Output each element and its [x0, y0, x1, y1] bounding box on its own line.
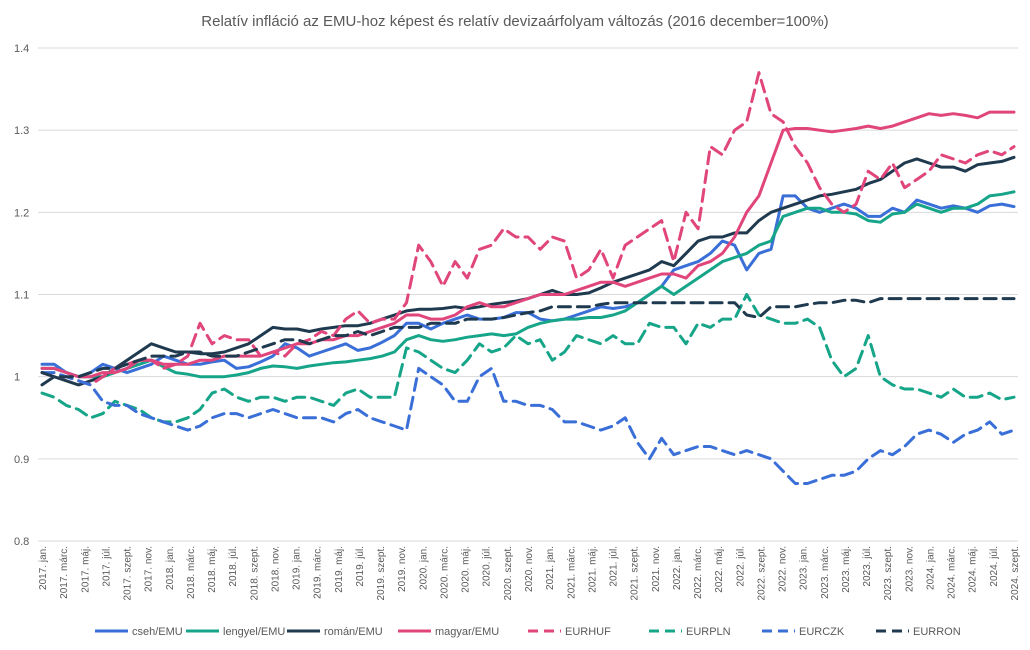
y-tick-label: 1.4 [14, 43, 29, 55]
legend-label: cseh/EMU [132, 626, 183, 638]
gridlines [38, 47, 1018, 542]
x-tick-label: 2020. máj. [461, 546, 472, 593]
series-lines [40, 71, 1016, 485]
x-tick-label: 2019. márc. [313, 546, 324, 599]
x-tick-label: 2018. júl. [228, 546, 239, 587]
y-tick-label: 0.8 [14, 536, 29, 548]
x-tick-label: 2020. júl. [482, 546, 493, 587]
x-tick-label: 2022. máj. [714, 546, 725, 593]
series-line-magyar-emu [40, 110, 1016, 379]
x-tick-label: 2021. máj. [587, 546, 598, 593]
y-tick-label: 1.1 [14, 290, 29, 302]
x-tick-label: 2021. júl. [609, 546, 620, 587]
x-tick-label: 2018. jan. [165, 546, 176, 590]
x-axis-ticks: 2017. jan. 2017. márc. 2017. máj. 2017. júl… [38, 546, 1021, 600]
y-tick-label: 1.2 [14, 207, 29, 219]
x-tick-label: 2020. jan. [418, 546, 429, 590]
x-tick-label: 2020. szept. [503, 546, 514, 600]
x-tick-label: 2019. máj. [334, 546, 345, 593]
series-line-rom-n-emu [40, 155, 1016, 387]
x-tick-label: 2023. jan. [799, 546, 810, 590]
legend-label: EURCZK [799, 626, 845, 638]
x-tick-label: 2023. szept. [883, 546, 894, 600]
x-tick-label: 2017. szept. [123, 546, 134, 600]
chart-title: Relatív infláció az EMU-hoz képest és re… [201, 13, 828, 30]
x-tick-label: 2023. nov. [904, 546, 915, 592]
x-tick-label: 2021. márc. [566, 546, 577, 599]
x-tick-label: 2024. jan. [926, 546, 937, 590]
legend-label: EURPLN [686, 626, 731, 638]
x-tick-label: 2018. nov. [270, 546, 281, 592]
legend-label: magyar/EMU [435, 626, 499, 638]
legend-label: EURRON [913, 626, 961, 638]
x-tick-label: 2024. szept. [1010, 546, 1021, 600]
legend-label: EURHUF [565, 626, 611, 638]
x-tick-label: 2018. máj. [207, 546, 218, 593]
series-line-cseh-emu [40, 194, 1016, 379]
series-line-eurron [40, 297, 1016, 379]
x-tick-label: 2019. szept. [376, 546, 387, 600]
x-tick-label: 2017. jan. [38, 546, 49, 590]
x-tick-label: 2019. jan. [292, 546, 303, 590]
series-line-eurczk [40, 366, 1016, 485]
x-tick-label: 2018. szept. [249, 546, 260, 600]
x-tick-label: 2021. szept. [630, 546, 641, 600]
legend-label: román/EMU [324, 626, 383, 638]
x-tick-label: 2019. júl. [355, 546, 366, 587]
x-tick-label: 2024. júl. [989, 546, 1000, 587]
x-tick-label: 2017. júl. [101, 546, 112, 587]
series-line-eurhuf [40, 71, 1016, 387]
y-tick-label: 1.3 [14, 125, 29, 137]
x-tick-label: 2020. nov. [524, 546, 535, 592]
legend-label: lengyel/EMU [223, 626, 285, 638]
x-tick-label: 2017. márc. [59, 546, 70, 599]
x-tick-label: 2024. máj. [968, 546, 979, 593]
x-tick-label: 2019. nov. [397, 546, 408, 592]
y-axis-ticks: 0.8 0.9 1 1.1 1.2 1.3 1.4 [14, 43, 29, 548]
series-line-lengyel-emu [40, 190, 1016, 379]
x-tick-label: 2022. jan. [672, 546, 683, 590]
legend: cseh/EMU lengyel/EMU román/EMU magyar/EMU EU… [95, 626, 961, 638]
y-tick-label: 1 [14, 372, 20, 384]
x-tick-label: 2018. márc. [186, 546, 197, 599]
series-line-eurpln [40, 293, 1016, 424]
x-tick-label: 2021. jan. [545, 546, 556, 590]
x-tick-label: 2017. máj. [80, 546, 91, 593]
x-tick-label: 2024. márc. [947, 546, 958, 599]
x-tick-label: 2020. márc. [440, 546, 451, 599]
x-tick-label: 2017. nov. [144, 546, 155, 592]
x-tick-label: 2021. nov. [651, 546, 662, 592]
x-tick-label: 2022. márc. [693, 546, 704, 599]
x-tick-label: 2023. júl. [862, 546, 873, 587]
y-tick-label: 0.9 [14, 454, 29, 466]
x-tick-label: 2023. máj. [841, 546, 852, 593]
x-tick-label: 2022. júl. [735, 546, 746, 587]
x-tick-label: 2022. szept. [756, 546, 767, 600]
x-tick-label: 2023. márc. [820, 546, 831, 599]
x-tick-label: 2022. nov. [778, 546, 789, 592]
